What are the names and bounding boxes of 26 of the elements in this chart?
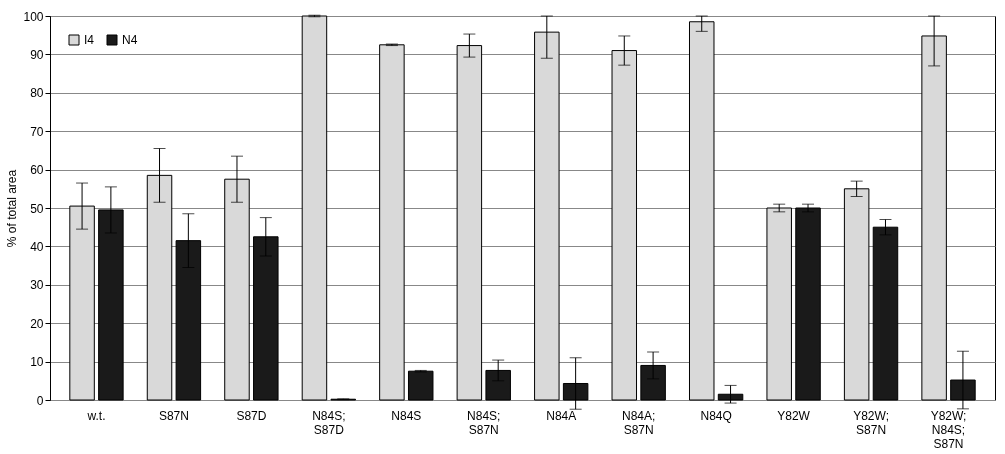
x-tick-label: Y82W; N84S; S87N xyxy=(930,408,967,451)
x-tick-label: N84Q xyxy=(700,408,732,423)
y-tick-label: 70 xyxy=(30,124,44,139)
y-axis-title: % of total area xyxy=(5,169,20,248)
y-tick-label: 0 xyxy=(36,393,44,408)
x-tick-label: Y82W xyxy=(777,408,811,423)
x-tick-label: S87D xyxy=(236,408,267,423)
x-tick-label: N84S; S87D xyxy=(312,408,346,437)
y-tick-label: 80 xyxy=(30,86,44,101)
legend-label: N4 xyxy=(122,33,138,47)
y-tick-label: 40 xyxy=(30,239,44,254)
x-tick-label: Y82W; S87N xyxy=(853,408,889,437)
x-tick-label: N84A; S87N xyxy=(622,408,656,437)
y-tick-label: 30 xyxy=(30,278,44,293)
x-tick-label: N84S; S87N xyxy=(467,408,501,437)
y-tick-label: 60 xyxy=(30,163,44,178)
y-tick-label: 10 xyxy=(30,355,44,370)
x-tick-label: N84S xyxy=(391,408,422,423)
x-tick-label: N84A xyxy=(546,408,577,423)
y-tick-label: 90 xyxy=(30,47,44,62)
y-tick-label: 100 xyxy=(23,9,44,24)
y-tick-label: 20 xyxy=(30,316,44,331)
legend-label: I4 xyxy=(84,33,95,47)
y-tick-label: 50 xyxy=(30,201,44,216)
x-tick-label: w.t. xyxy=(86,408,106,423)
x-tick-label: S87N xyxy=(158,408,189,423)
